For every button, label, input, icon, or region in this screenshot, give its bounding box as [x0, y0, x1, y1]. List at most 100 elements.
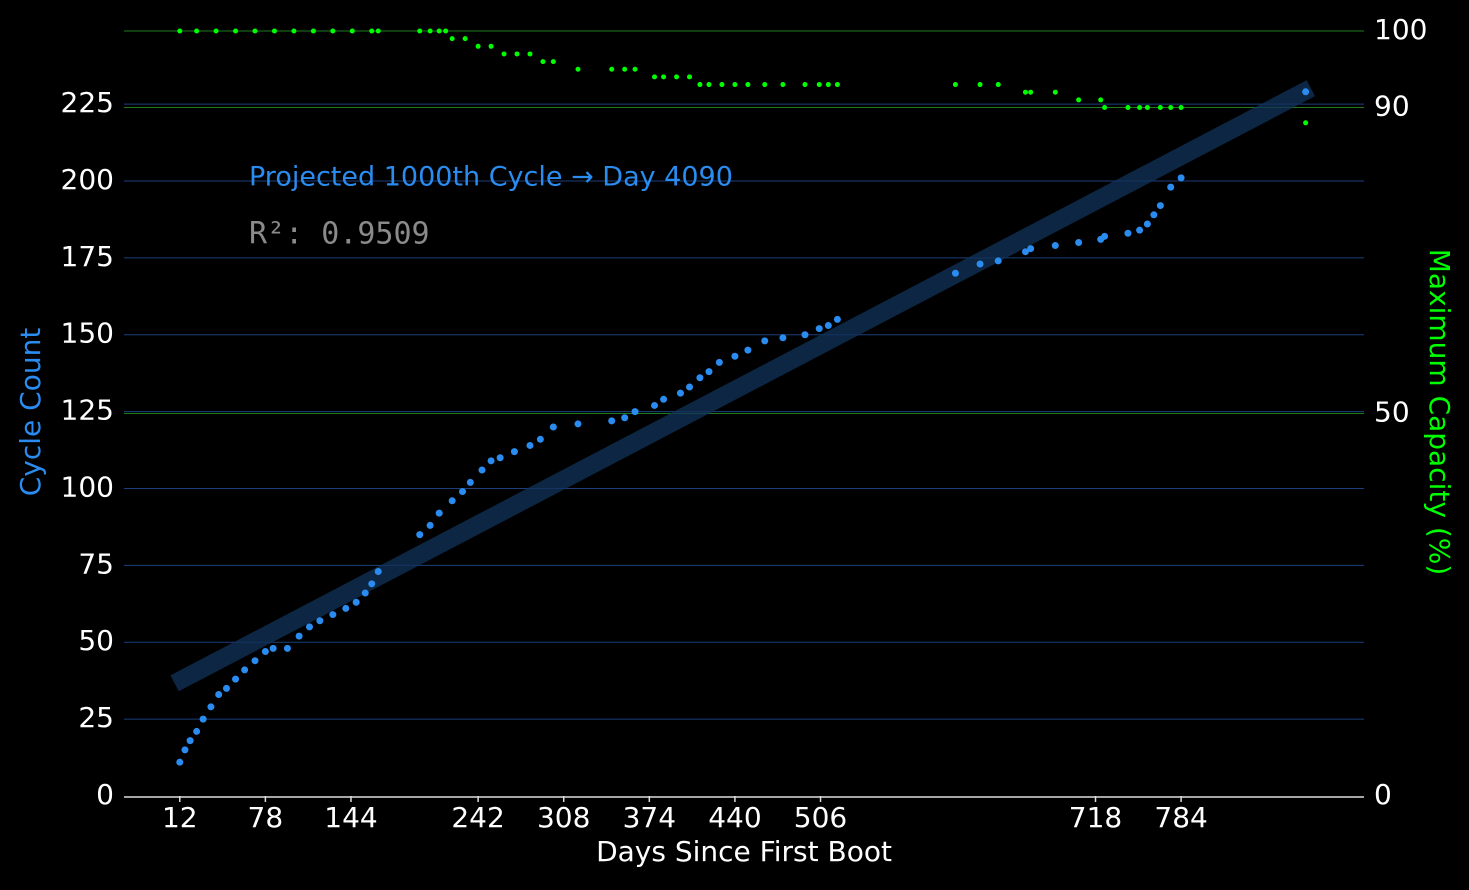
point	[651, 401, 659, 409]
point	[744, 346, 752, 354]
x-tick-label: 12	[162, 801, 198, 834]
point	[448, 497, 456, 505]
point	[271, 28, 277, 34]
point	[466, 478, 474, 486]
point	[697, 82, 703, 88]
point	[193, 727, 201, 735]
point	[575, 66, 581, 72]
point	[549, 423, 557, 431]
point	[526, 441, 534, 449]
point	[462, 36, 468, 42]
point	[417, 28, 423, 34]
point	[241, 666, 249, 674]
point	[232, 675, 240, 683]
point	[833, 315, 841, 323]
y-tick-label: 0	[96, 778, 114, 811]
point	[222, 684, 230, 692]
point	[976, 260, 984, 268]
point	[622, 66, 628, 72]
point	[661, 74, 667, 80]
point	[186, 737, 194, 745]
point	[251, 657, 259, 665]
point	[719, 82, 725, 88]
point	[207, 703, 215, 711]
point	[1022, 89, 1028, 95]
x-tick-label: 144	[324, 801, 377, 834]
trend-line	[170, 80, 1315, 692]
point	[459, 488, 467, 496]
point	[536, 435, 544, 443]
point	[369, 28, 375, 34]
point	[1150, 211, 1158, 219]
point	[329, 611, 337, 619]
y-tick-label: 200	[61, 163, 114, 196]
y2-tick-label: 100	[1374, 13, 1427, 46]
point	[252, 28, 258, 34]
point	[316, 617, 324, 625]
y-tick-label: 75	[78, 547, 114, 580]
point	[427, 28, 433, 34]
point	[762, 82, 768, 88]
point	[475, 43, 481, 49]
point	[374, 568, 382, 576]
point	[731, 352, 739, 360]
y2-tick-label: 50	[1374, 396, 1410, 429]
point	[305, 623, 313, 631]
point	[1136, 226, 1144, 234]
x-tick-label: 718	[1069, 801, 1122, 834]
point	[426, 521, 434, 529]
point	[342, 604, 350, 612]
point	[1075, 238, 1083, 246]
point	[621, 414, 629, 422]
point	[269, 644, 277, 652]
point	[732, 82, 738, 88]
point	[487, 457, 495, 465]
x-tick-label: 242	[451, 801, 504, 834]
point	[352, 598, 360, 606]
point	[349, 28, 355, 34]
point	[660, 395, 668, 403]
y2-axis-label: Maximum Capacity (%)	[1423, 249, 1456, 576]
point	[361, 589, 369, 597]
y2-tick-label: 90	[1374, 90, 1410, 123]
point	[177, 28, 183, 34]
point	[310, 28, 316, 34]
point	[1302, 88, 1310, 96]
point	[815, 325, 823, 333]
point	[295, 632, 303, 640]
point	[1052, 89, 1058, 95]
point	[715, 358, 723, 366]
point	[213, 28, 219, 34]
point	[510, 448, 518, 456]
point	[705, 368, 713, 376]
point	[1178, 105, 1184, 111]
point	[514, 51, 520, 57]
point	[1125, 105, 1131, 111]
point	[676, 389, 684, 397]
y-tick-label: 25	[78, 701, 114, 734]
x-axis-label: Days Since First Boot	[596, 835, 892, 868]
point	[686, 383, 694, 391]
point	[687, 74, 693, 80]
x-tick-label: 440	[708, 801, 761, 834]
point	[375, 28, 381, 34]
y2-tick-label: 0	[1374, 778, 1392, 811]
point	[1143, 220, 1151, 228]
point	[435, 509, 443, 517]
x-tick-label: 506	[794, 801, 847, 834]
point	[215, 691, 223, 699]
point	[501, 51, 507, 57]
r2-label: R²: 0.9509	[249, 217, 430, 252]
grid	[124, 30, 1364, 720]
point	[952, 82, 958, 88]
point	[176, 758, 184, 766]
point	[825, 82, 831, 88]
point	[436, 28, 442, 34]
point	[780, 82, 786, 88]
x-tick-label: 374	[623, 801, 676, 834]
point	[801, 331, 809, 339]
point	[1124, 229, 1132, 237]
point	[1144, 105, 1150, 111]
x-tick-label: 308	[537, 801, 590, 834]
point	[951, 269, 959, 277]
